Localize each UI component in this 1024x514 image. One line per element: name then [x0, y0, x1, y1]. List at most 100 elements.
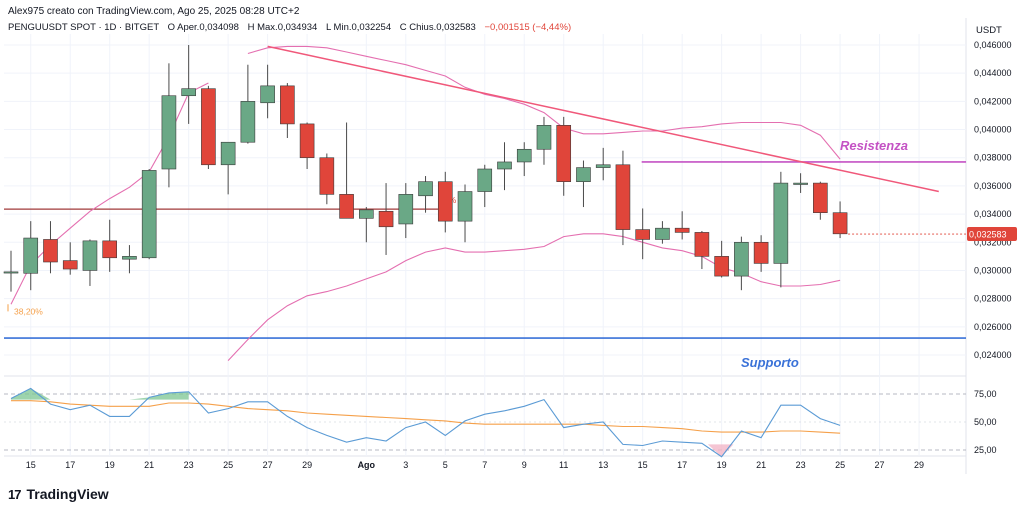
symbol-name[interactable]: PENGUUSDT SPOT · 1D · BITGET — [8, 22, 159, 33]
candle-body — [576, 167, 591, 182]
x-tick-label: 11 — [559, 460, 568, 470]
x-tick-label: 19 — [105, 460, 115, 470]
y-tick-label: 0,030000 — [974, 265, 1012, 275]
support-label: Supporto — [741, 355, 799, 370]
x-tick-label: 19 — [717, 460, 727, 470]
candle-body — [240, 101, 256, 143]
x-tick-label: 3 — [403, 460, 408, 470]
candle-body — [359, 209, 374, 219]
candle-body — [418, 181, 433, 197]
candle-body — [457, 191, 473, 222]
candle-body — [122, 256, 137, 260]
candle-body — [339, 194, 354, 219]
candle-body — [714, 256, 729, 277]
tradingview-brand[interactable]: 17 TradingView — [8, 486, 109, 502]
low-label: L — [325, 22, 331, 33]
candle-body — [615, 164, 631, 230]
x-tick-label: 29 — [914, 460, 924, 470]
candle-body — [674, 227, 690, 233]
x-tick-label: 5 — [443, 460, 448, 470]
rsi-tick-label: 25,00 — [974, 445, 997, 455]
candle-body — [734, 241, 749, 277]
y-tick-label: 0,028000 — [974, 294, 1012, 304]
candle-body — [694, 232, 710, 257]
change-value: −0,001515 (−4,44%) — [484, 22, 572, 33]
candle-body — [655, 227, 670, 240]
x-tick-label: 23 — [184, 460, 194, 470]
candle-body — [635, 229, 650, 240]
candle-body — [437, 181, 453, 222]
currency-label: USDT — [976, 25, 1002, 36]
rsi-ma-line — [11, 400, 841, 434]
close-value: Chius.0,032583 — [409, 22, 476, 33]
chart-credit: Alex975 creato con TradingView.com, Ago … — [8, 6, 300, 17]
rsi-tick-label: 75,00 — [974, 389, 997, 399]
open-value: Aper.0,034098 — [177, 22, 239, 33]
candle-body — [595, 164, 611, 168]
candle-body — [832, 212, 848, 235]
rsi-tick-label: 50,00 — [974, 417, 997, 427]
y-tick-label: 0,036000 — [974, 181, 1012, 191]
candle-body — [280, 85, 295, 125]
high-label: H — [247, 22, 255, 33]
candle-body — [378, 210, 394, 228]
candle-body — [161, 95, 177, 170]
candle-body — [62, 260, 78, 270]
x-tick-label: 15 — [638, 460, 648, 470]
y-tick-label: 0,034000 — [974, 209, 1012, 219]
x-tick-label: 17 — [677, 460, 687, 470]
rsi-oversold-fill — [707, 444, 734, 457]
candle-body — [477, 168, 493, 192]
bollinger-upper-line — [247, 45, 841, 160]
descending-trendline — [267, 45, 939, 193]
resistance-label: Resistenza — [840, 138, 908, 153]
candle-body — [556, 125, 572, 182]
x-tick-label: 13 — [598, 460, 608, 470]
symbol-ohlc-line: PENGUUSDT SPOT · 1D · BITGET O Aper.0,03… — [8, 22, 571, 33]
candle-body — [43, 239, 58, 263]
candle-body — [141, 170, 157, 259]
candle-body — [220, 141, 236, 166]
candle-body — [753, 241, 769, 264]
candle-body — [181, 88, 196, 97]
y-tick-label: 0,038000 — [974, 153, 1012, 163]
open-label: O — [167, 22, 176, 33]
candle-body — [102, 240, 117, 259]
x-tick-label: 25 — [223, 460, 233, 470]
candle-body — [319, 157, 335, 195]
x-tick-label: 7 — [482, 460, 487, 470]
candle-body — [82, 240, 98, 271]
x-tick-label: 21 — [144, 460, 154, 470]
low-value: Min.0,032254 — [333, 22, 392, 33]
x-tick-label: 21 — [756, 460, 766, 470]
x-tick-label: 9 — [522, 460, 527, 470]
fib-382-label: 38,20% — [14, 306, 43, 316]
y-tick-label: 0,044000 — [974, 68, 1012, 78]
tradingview-logo-icon: 17 — [8, 486, 22, 502]
candle-body — [516, 148, 532, 163]
brand-name: TradingView — [26, 486, 109, 502]
x-tick-label: 17 — [65, 460, 75, 470]
candle-body — [497, 161, 512, 170]
y-tick-label: 0,032000 — [974, 237, 1012, 247]
x-tick-label: 25 — [835, 460, 845, 470]
high-value: Max.0,034934 — [257, 22, 318, 33]
candle-body — [299, 123, 315, 159]
rsi-line — [10, 387, 841, 458]
candle-body — [201, 88, 216, 166]
candle-body — [536, 125, 552, 150]
candle-body — [398, 194, 414, 225]
candle-body — [773, 182, 789, 264]
y-tick-label: 0,042000 — [974, 96, 1012, 106]
x-tick-label: 27 — [263, 460, 273, 470]
candle-body — [3, 271, 19, 274]
candle-body — [23, 237, 39, 274]
y-tick-label: 0,046000 — [974, 40, 1012, 50]
candle-body — [260, 85, 275, 104]
y-tick-label: 0,040000 — [974, 125, 1012, 135]
candle-body — [793, 182, 808, 185]
x-tick-label: Ago — [358, 460, 376, 470]
y-tick-label: 0,024000 — [974, 350, 1012, 360]
x-tick-label: 15 — [26, 460, 36, 470]
